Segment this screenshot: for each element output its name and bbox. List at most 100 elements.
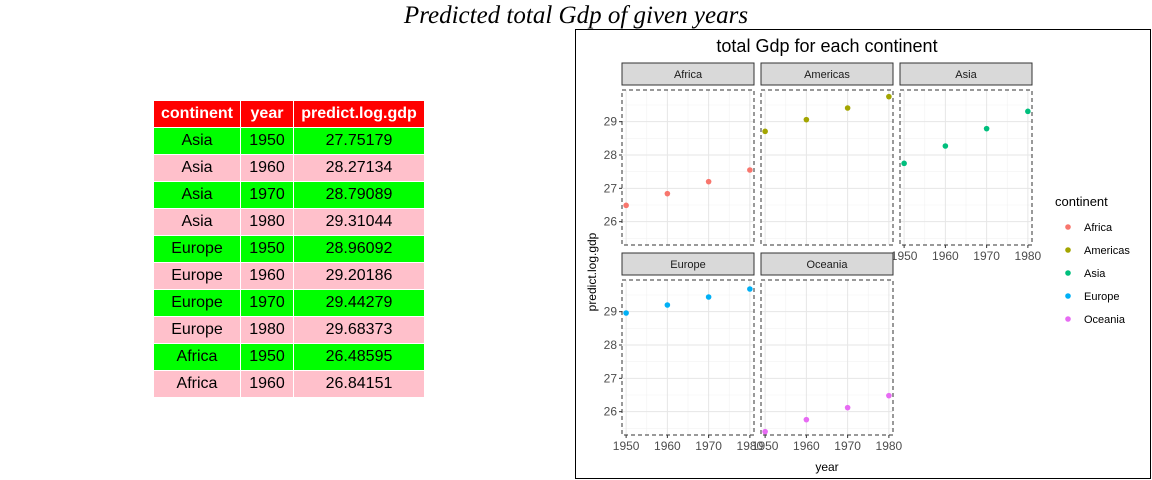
data-point-europe bbox=[623, 310, 629, 316]
x-tick-label: 1970 bbox=[973, 249, 1000, 263]
legend-label-africa: Africa bbox=[1084, 222, 1113, 234]
data-point-oceania bbox=[762, 428, 768, 435]
cell-predict-log-gdp: 26.84151 bbox=[293, 370, 425, 398]
cell-year: 1960 bbox=[240, 370, 294, 398]
table-row: Europe 1950 28.96092 bbox=[153, 235, 425, 263]
chart-frame: total Gdp for each continent predict.log… bbox=[575, 29, 1151, 479]
data-point-oceania bbox=[844, 404, 851, 411]
cell-continent: Africa bbox=[153, 370, 241, 398]
cell-year: 1970 bbox=[240, 289, 294, 317]
x-axis-label: year bbox=[815, 460, 838, 474]
panel-border bbox=[760, 89, 894, 246]
data-point-americas bbox=[803, 116, 810, 123]
facet-strip bbox=[899, 62, 1033, 86]
cell-continent: Asia bbox=[153, 208, 241, 236]
y-tick-label: 29 bbox=[604, 305, 618, 319]
y-tick-label: 26 bbox=[604, 215, 618, 229]
facet-strip-label: Americas bbox=[804, 69, 850, 81]
panel-border bbox=[899, 89, 1033, 246]
facet-europe: Europe 26 27 28 29 1950 1960 1970 1980 bbox=[604, 252, 764, 453]
x-tick-label: 1950 bbox=[613, 439, 640, 453]
table-header-row: continent year predict.log.gdp bbox=[153, 100, 425, 128]
cell-continent: Asia bbox=[153, 127, 241, 155]
panel-border bbox=[621, 279, 755, 436]
facet-strip-label: Africa bbox=[674, 69, 703, 81]
legend-key-americas bbox=[1065, 247, 1071, 253]
table-row: Asia 1980 29.31044 bbox=[153, 208, 425, 236]
data-point-americas bbox=[844, 105, 851, 111]
legend-label-asia: Asia bbox=[1084, 268, 1106, 280]
cell-continent: Africa bbox=[153, 343, 241, 371]
cell-predict-log-gdp: 27.75179 bbox=[293, 127, 425, 155]
x-tick-label: 1960 bbox=[793, 439, 820, 453]
facet-africa: Africa 26 27 28 29 bbox=[604, 62, 755, 246]
cell-predict-log-gdp: 28.96092 bbox=[293, 235, 425, 263]
data-point-africa bbox=[705, 178, 712, 185]
table-row: Europe 1960 29.20186 bbox=[153, 262, 425, 290]
data-point-europe bbox=[747, 286, 753, 292]
data-point-asia bbox=[942, 143, 949, 149]
cell-continent: Europe bbox=[153, 289, 241, 317]
cell-year: 1960 bbox=[240, 154, 294, 182]
prediction-table: continent year predict.log.gdp Asia 1950… bbox=[153, 100, 425, 398]
data-point-oceania bbox=[886, 392, 892, 399]
x-tick-label: 1950 bbox=[891, 249, 918, 263]
table-row: Europe 1980 29.68373 bbox=[153, 316, 425, 344]
data-point-europe bbox=[664, 302, 671, 308]
y-tick-label: 28 bbox=[604, 148, 618, 162]
x-tick-label: 1970 bbox=[695, 439, 722, 453]
cell-continent: Asia bbox=[153, 154, 241, 182]
facet-strip bbox=[621, 252, 755, 276]
legend-key-europe bbox=[1065, 293, 1071, 299]
facet-strip bbox=[760, 252, 894, 276]
table-row: Africa 1960 26.84151 bbox=[153, 370, 425, 398]
x-tick-label: 1970 bbox=[834, 439, 861, 453]
cell-predict-log-gdp: 29.31044 bbox=[293, 208, 425, 236]
x-tick-label: 1980 bbox=[1015, 249, 1042, 263]
cell-year: 1970 bbox=[240, 181, 294, 209]
data-point-asia bbox=[1025, 108, 1031, 115]
cell-year: 1980 bbox=[240, 208, 294, 236]
cell-predict-log-gdp: 29.44279 bbox=[293, 289, 425, 317]
cell-year: 1950 bbox=[240, 235, 294, 263]
y-tick-label: 27 bbox=[604, 371, 618, 385]
panel-border bbox=[760, 279, 894, 436]
facet-strip-label: Europe bbox=[670, 259, 705, 271]
table-row: Asia 1950 27.75179 bbox=[153, 127, 425, 155]
cell-year: 1960 bbox=[240, 262, 294, 290]
y-tick-label: 28 bbox=[604, 338, 618, 352]
data-point-americas bbox=[762, 128, 768, 135]
x-tick-label: 1960 bbox=[654, 439, 681, 453]
column-header-predict-log-gdp: predict.log.gdp bbox=[293, 100, 425, 128]
legend-label-europe: Europe bbox=[1084, 291, 1119, 303]
facet-asia: Asia 1950 1960 1970 1980 bbox=[891, 62, 1042, 263]
column-header-year: year bbox=[240, 100, 294, 128]
facet-strip bbox=[760, 62, 894, 86]
cell-continent: Asia bbox=[153, 181, 241, 209]
legend-key-africa bbox=[1065, 224, 1071, 230]
legend-title: continent bbox=[1055, 194, 1108, 209]
cell-predict-log-gdp: 29.20186 bbox=[293, 262, 425, 290]
x-tick-label: 1960 bbox=[932, 249, 959, 263]
cell-predict-log-gdp: 29.68373 bbox=[293, 316, 425, 344]
cell-predict-log-gdp: 28.27134 bbox=[293, 154, 425, 182]
cell-year: 1980 bbox=[240, 316, 294, 344]
legend-key-asia bbox=[1065, 270, 1071, 276]
facet-oceania: Oceania 1950 1960 1970 1980 bbox=[752, 252, 903, 453]
data-point-europe bbox=[705, 294, 712, 300]
facet-panels: Africa 26 27 28 29 Americas Asia 1950 1960 1970 19… bbox=[604, 62, 1042, 453]
cell-continent: Europe bbox=[153, 316, 241, 344]
column-header-continent: continent bbox=[153, 100, 241, 128]
table-row: Africa 1950 26.48595 bbox=[153, 343, 425, 371]
y-tick-label: 26 bbox=[604, 405, 618, 419]
x-tick-label: 1980 bbox=[737, 439, 764, 453]
data-point-africa bbox=[747, 167, 753, 173]
data-point-oceania bbox=[803, 416, 810, 423]
facet-americas: Americas bbox=[760, 62, 894, 246]
facet-strip-label: Asia bbox=[955, 69, 977, 81]
legend-label-americas: Americas bbox=[1084, 245, 1130, 257]
cell-continent: Europe bbox=[153, 235, 241, 263]
x-tick-label: 1950 bbox=[752, 439, 779, 453]
x-tick-label: 1980 bbox=[876, 439, 903, 453]
cell-predict-log-gdp: 26.48595 bbox=[293, 343, 425, 371]
